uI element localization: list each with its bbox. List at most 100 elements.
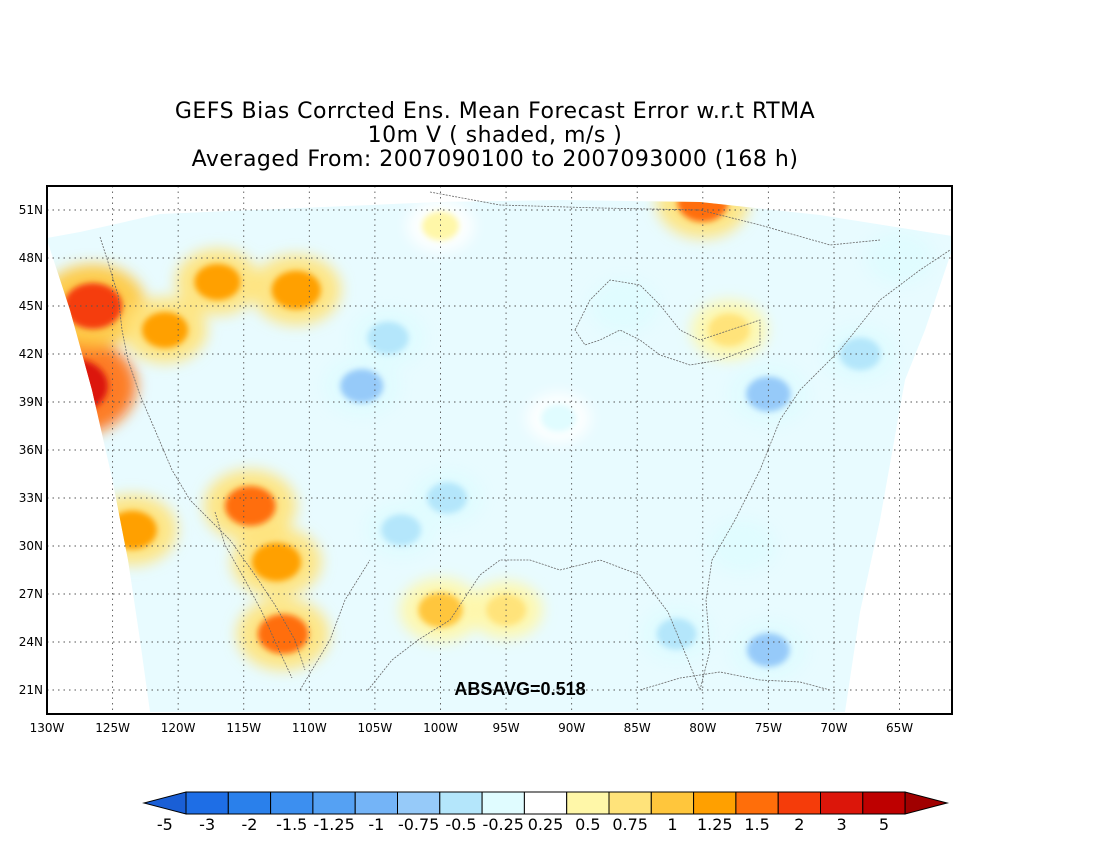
colorbar-swatch [397,791,441,815]
absavg-annotation: ABSAVG=0.518 [454,679,585,699]
lat-tick-label: 51N [19,203,43,217]
lat-tick-label: 27N [19,587,43,601]
anomaly-core [540,404,577,432]
lon-tick-label: 65W [886,721,913,735]
lat-tick-label: 48N [19,251,43,265]
lon-tick-label: 120W [161,721,196,735]
lat-tick-label: 21N [19,683,43,697]
colorbar-low-arrow [142,791,187,815]
colorbar-swatch [481,791,525,815]
anomaly-core [381,514,422,546]
colorbar-swatch [523,791,568,815]
lon-tick-label: 85W [624,721,651,735]
colorbar-label: -1 [368,815,384,834]
colorbar-swatch [439,791,483,815]
lon-tick-label: 130W [30,721,65,735]
lon-tick-label: 100W [423,721,458,735]
caribbean-islands [639,671,831,691]
lat-tick-label: 45N [19,299,43,313]
colorbar-label: 1 [667,815,677,834]
colorbar-label: 0.75 [612,815,648,834]
map-gridlines [47,186,952,714]
longitude-labels: 130W 125W 120W 115W 110W 105W 100W 95W 90W 85W 80W… [30,721,914,735]
anomaly-core [340,369,384,403]
colorbar-swatch [185,791,229,815]
gulf-coastline [367,559,701,691]
colorbar-label: 2 [794,815,804,834]
colorbar-label: 0.25 [528,815,564,834]
colorbar-swatch [608,791,652,815]
colorbar-high-arrow [904,791,950,815]
lon-tick-label: 75W [755,721,782,735]
chart-title: GEFS Bias Corrcted Ens. Mean Forecast Er… [174,99,816,124]
colorbar-label: -1.5 [276,815,307,834]
colorbar-swatch [650,791,695,815]
colorbar-swatch [270,791,314,815]
colorbar-swatch [820,791,864,815]
colorbar-swatch [862,791,906,815]
canada-border [429,191,881,246]
colorbar-label: 5 [879,815,889,834]
colorbar-label: -5 [157,815,173,834]
colorbar-swatch [227,791,272,815]
colorbar-label: -0.25 [483,815,524,834]
colorbar-swatch [566,791,610,815]
baja-coastline [214,511,293,679]
colorbar-swatch [777,791,822,815]
anomaly-core [746,633,790,667]
lat-tick-label: 36N [19,443,43,457]
anomaly-core [722,530,762,562]
colorbar-label: -0.5 [445,815,476,834]
mexico-interior-border [299,559,371,691]
colorbar-label: -3 [199,815,215,834]
colorbar-label: -0.75 [398,815,439,834]
anomaly-core [194,263,241,301]
lon-tick-label: 110W [292,721,327,735]
colorbar-label: -1.25 [313,815,354,834]
coastlines [99,191,951,691]
lat-tick-label: 42N [19,347,43,361]
plot-frame [46,185,953,715]
anomaly-core [257,614,309,654]
chart-variable-subtitle: 10m V ( shaded, m/s ) [367,123,623,148]
anomaly-core [746,376,791,412]
anomaly-core [141,311,189,349]
lon-tick-label: 80W [689,721,716,735]
anomaly-core [427,482,468,514]
atlantic-coastline [699,249,951,691]
latitude-labels: 51N 48N 45N 42N 39N 36N 33N 30N 27N 24N 21N [19,203,43,697]
lon-tick-label: 115W [226,721,261,735]
colorbar-label: 1.25 [697,815,733,834]
colorbar-swatch [312,791,356,815]
anomaly-core [839,337,881,371]
great-lakes-outline [574,279,761,366]
anomaly-core [63,283,123,329]
anomaly-core [656,618,697,650]
lon-tick-label: 105W [358,721,393,735]
colorbar: -5 -3 -2 -1.5 -1.25 -1 -0.75 -0.5 -0.25 0.25 0.5 0.… [142,791,950,834]
anomaly-core [604,290,644,322]
colorbar-swatch [735,791,779,815]
colorbar-label: 0.5 [575,815,600,834]
anomaly-core [367,321,409,355]
lat-tick-label: 39N [19,395,43,409]
colorbar-swatch [354,791,399,815]
lat-tick-label: 24N [19,635,43,649]
anomaly-core [271,270,321,310]
lon-tick-label: 90W [558,721,585,735]
colorbar-label: 3 [837,815,847,834]
colorbar-label: 1.5 [744,815,769,834]
colorbar-label: -2 [241,815,257,834]
lat-tick-label: 30N [19,539,43,553]
anomaly-core [224,486,276,526]
colorbar-swatch [693,791,737,815]
chart-title-block: GEFS Bias Corrcted Ens. Mean Forecast Er… [0,100,990,172]
lon-tick-label: 70W [820,721,847,735]
lat-tick-label: 33N [19,491,43,505]
chart-period-subtitle: Averaged From: 2007090100 to 2007093000 … [191,147,799,172]
lon-tick-label: 125W [95,721,130,735]
pacific-coastline [99,236,306,671]
lon-tick-label: 95W [492,721,519,735]
anomaly-core [251,542,302,582]
